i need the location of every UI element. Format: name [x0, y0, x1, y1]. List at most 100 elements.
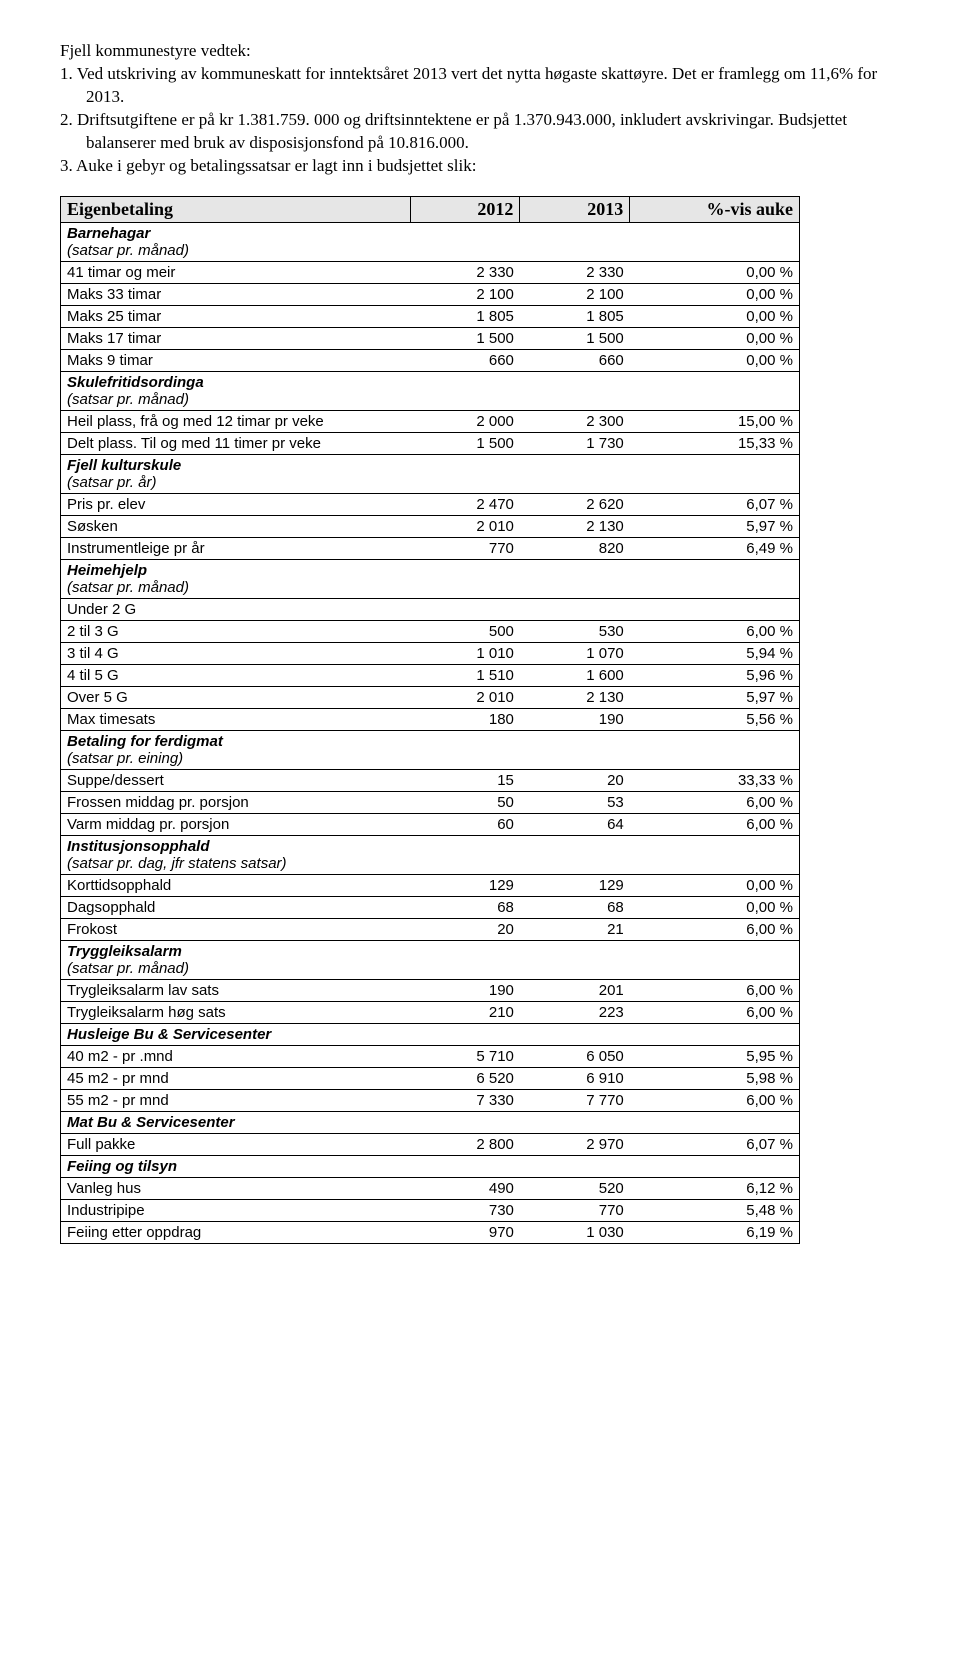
section-empty-cell [630, 454, 800, 493]
row-label: Frokost [61, 918, 411, 940]
row-value-2012: 50 [410, 791, 520, 813]
row-value-2012: 20 [410, 918, 520, 940]
row-value-2012: 2 470 [410, 493, 520, 515]
row-value-2012: 1 010 [410, 642, 520, 664]
row-value-2013: 2 970 [520, 1133, 630, 1155]
section-empty-cell [520, 559, 630, 598]
row-value-pct: 0,00 % [630, 874, 800, 896]
row-value-pct: 15,33 % [630, 432, 800, 454]
row-value-2013: 820 [520, 537, 630, 559]
row-label: Pris pr. elev [61, 493, 411, 515]
section-empty-cell [410, 222, 520, 261]
section-header-row: Mat Bu & Servicesenter [61, 1111, 800, 1133]
row-label: Max timesats [61, 708, 411, 730]
section-title: Mat Bu & Servicesenter [61, 1111, 411, 1133]
row-label: Dagsopphald [61, 896, 411, 918]
row-label: Feiing etter oppdrag [61, 1221, 411, 1243]
section-title: Betaling for ferdigmat(satsar pr. eining… [61, 730, 411, 769]
row-label: Maks 33 timar [61, 283, 411, 305]
section-empty-cell [410, 730, 520, 769]
table-row: Maks 33 timar2 1002 1000,00 % [61, 283, 800, 305]
section-empty-cell [630, 1155, 800, 1177]
row-value-pct: 5,94 % [630, 642, 800, 664]
section-empty-cell [410, 559, 520, 598]
section-empty-cell [520, 222, 630, 261]
row-label: Maks 25 timar [61, 305, 411, 327]
row-value-2013: 660 [520, 349, 630, 371]
row-label: Korttidsopphald [61, 874, 411, 896]
row-value-2013: 1 730 [520, 432, 630, 454]
row-value-2012: 730 [410, 1199, 520, 1221]
row-label: Søsken [61, 515, 411, 537]
row-value-2013: 53 [520, 791, 630, 813]
row-value-2012: 660 [410, 349, 520, 371]
table-row: Full pakke2 8002 9706,07 % [61, 1133, 800, 1155]
row-label: Frossen middag pr. porsjon [61, 791, 411, 813]
section-empty-cell [410, 1111, 520, 1133]
row-label: Trygleiksalarm lav sats [61, 979, 411, 1001]
row-value-pct: 6,12 % [630, 1177, 800, 1199]
row-value-pct: 0,00 % [630, 349, 800, 371]
row-value-pct: 6,00 % [630, 620, 800, 642]
section-empty-cell [520, 835, 630, 874]
section-subtitle: (satsar pr. månad) [67, 391, 404, 408]
row-label: Full pakke [61, 1133, 411, 1155]
row-value-2013: 6 050 [520, 1045, 630, 1067]
table-row: 41 timar og meir2 3302 3300,00 % [61, 261, 800, 283]
table-row: Delt plass. Til og med 11 timer pr veke1… [61, 432, 800, 454]
row-value-pct: 5,56 % [630, 708, 800, 730]
section-empty-cell [630, 222, 800, 261]
table-row: Korttidsopphald1291290,00 % [61, 874, 800, 896]
row-value-2013: 6 910 [520, 1067, 630, 1089]
section-subtitle: (satsar pr. månad) [67, 960, 404, 977]
row-value-2013: 1 500 [520, 327, 630, 349]
section-title: Tryggleiksalarm(satsar pr. månad) [61, 940, 411, 979]
row-value-2012: 2 330 [410, 261, 520, 283]
section-empty-cell [520, 1111, 630, 1133]
row-value-pct: 6,00 % [630, 979, 800, 1001]
table-header-row: Eigenbetaling 2012 2013 %-vis auke [61, 196, 800, 222]
row-label: 3 til 4 G [61, 642, 411, 664]
row-label: 41 timar og meir [61, 261, 411, 283]
section-subtitle: (satsar pr. dag, jfr statens satsar) [67, 855, 404, 872]
row-label: Trygleiksalarm høg sats [61, 1001, 411, 1023]
row-value-pct: 6,19 % [630, 1221, 800, 1243]
intro-block: Fjell kommunestyre vedtek: 1. Ved utskri… [60, 40, 900, 178]
row-value-pct: 6,00 % [630, 813, 800, 835]
intro-item-1: 1. Ved utskriving av kommuneskatt for in… [60, 63, 900, 109]
row-value-2013: 21 [520, 918, 630, 940]
section-header-row: Institusjonsopphald(satsar pr. dag, jfr … [61, 835, 800, 874]
row-value-pct: 6,00 % [630, 791, 800, 813]
col-header-2012: 2012 [410, 196, 520, 222]
row-label: 2 til 3 G [61, 620, 411, 642]
row-value-2012: 2 100 [410, 283, 520, 305]
section-empty-cell [410, 1155, 520, 1177]
row-value-pct: 6,07 % [630, 493, 800, 515]
section-empty-cell [630, 835, 800, 874]
row-value-pct: 5,97 % [630, 515, 800, 537]
table-body: Barnehagar(satsar pr. månad)41 timar og … [61, 222, 800, 1243]
row-value-2013: 129 [520, 874, 630, 896]
row-label: Over 5 G [61, 686, 411, 708]
row-value-2012: 68 [410, 896, 520, 918]
row-label: Maks 9 timar [61, 349, 411, 371]
table-row: Pris pr. elev2 4702 6206,07 % [61, 493, 800, 515]
row-label: Varm middag pr. porsjon [61, 813, 411, 835]
row-value-2012: 490 [410, 1177, 520, 1199]
section-empty-cell [520, 454, 630, 493]
row-value-pct: 6,07 % [630, 1133, 800, 1155]
row-value-pct: 33,33 % [630, 769, 800, 791]
row-value-2013: 201 [520, 979, 630, 1001]
intro-title: Fjell kommunestyre vedtek: [60, 40, 900, 63]
row-label: Heil plass, frå og med 12 timar pr veke [61, 410, 411, 432]
row-value-2012: 1 500 [410, 432, 520, 454]
row-value-2012: 7 330 [410, 1089, 520, 1111]
row-value-2013: 1 600 [520, 664, 630, 686]
row-value-2012: 970 [410, 1221, 520, 1243]
table-row: Frokost20216,00 % [61, 918, 800, 940]
section-subtitle: (satsar pr. månad) [67, 242, 404, 259]
row-label: Vanleg hus [61, 1177, 411, 1199]
table-row: Feiing etter oppdrag9701 0306,19 % [61, 1221, 800, 1243]
table-row: Max timesats1801905,56 % [61, 708, 800, 730]
col-header-pct: %-vis auke [630, 196, 800, 222]
